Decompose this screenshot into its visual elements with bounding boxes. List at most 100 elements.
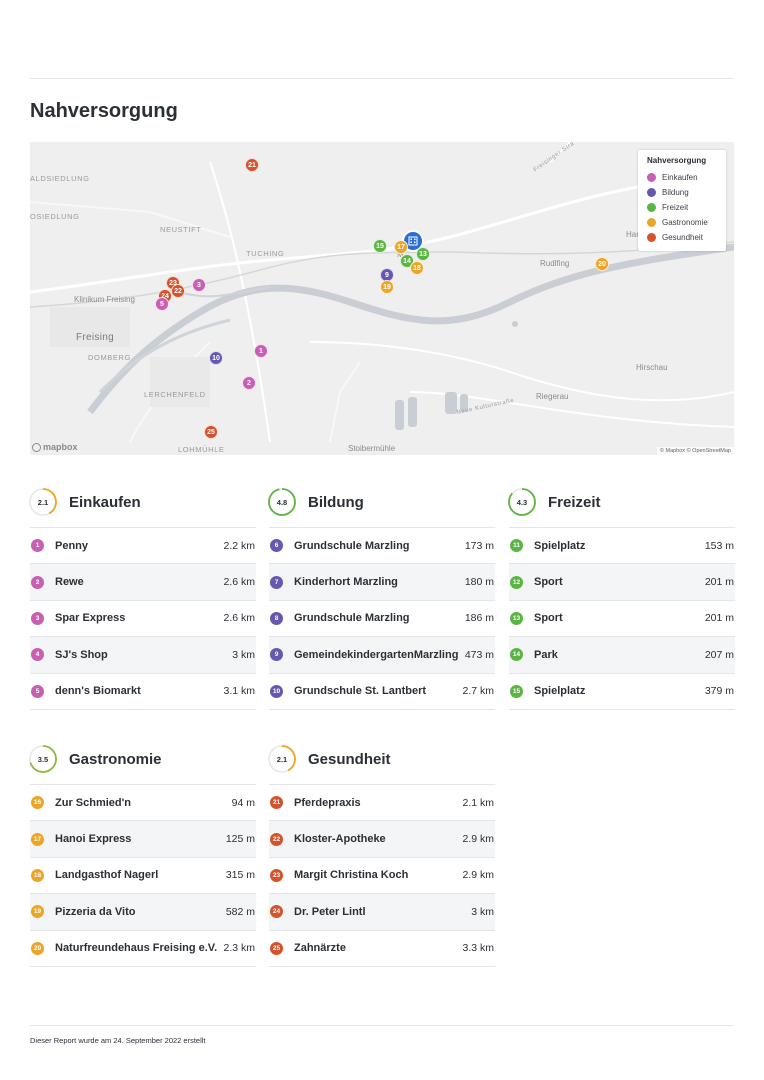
list-item[interactable]: 24 Dr. Peter Lintl 3 km bbox=[269, 894, 495, 931]
list-item[interactable]: 12 Sport 201 m bbox=[509, 564, 735, 601]
map-marker-3[interactable]: 3 bbox=[192, 278, 206, 292]
item-name: Hanoi Express bbox=[55, 833, 132, 846]
item-distance: 2.2 km bbox=[223, 539, 255, 552]
list-item[interactable]: 16 Zur Schmied'n 94 m bbox=[30, 785, 256, 822]
list-item[interactable]: 1 Penny 2.2 km bbox=[30, 528, 256, 565]
item-name: Spielplatz bbox=[534, 685, 586, 698]
list-item[interactable]: 7 Kinderhort Marzling 180 m bbox=[269, 564, 495, 601]
score-value: 4.3 bbox=[516, 497, 528, 507]
map-legend: Nahversorgung Einkaufen Bildung Freizeit… bbox=[638, 150, 726, 251]
legend-item-bildung: Bildung bbox=[647, 185, 717, 200]
map[interactable]: ALDSIEDLUNG OSIEDLUNG NEUSTIFT TUCHING K… bbox=[30, 142, 734, 455]
list-item[interactable]: 4 SJ's Shop 3 km bbox=[30, 637, 256, 674]
shopping-bag-icon bbox=[647, 173, 656, 182]
list-item[interactable]: 3 Spar Express 2.6 km bbox=[30, 601, 256, 638]
map-marker-13[interactable]: 13 bbox=[416, 247, 430, 261]
item-name: Pferdepraxis bbox=[294, 796, 361, 809]
map-marker-21[interactable]: 21 bbox=[245, 158, 259, 172]
legend-title: Nahversorgung bbox=[647, 156, 707, 165]
building-icon bbox=[408, 236, 418, 246]
map-label-har: Har bbox=[626, 230, 639, 239]
category-title: Einkaufen bbox=[69, 493, 141, 511]
mapbox-logo-text: mapbox bbox=[43, 442, 78, 452]
item-number-badge: 11 bbox=[510, 539, 523, 553]
item-distance: 2.6 km bbox=[223, 612, 255, 625]
item-name: Naturfreundehaus Freising e.V. bbox=[55, 942, 218, 955]
item-number-badge: 21 bbox=[270, 796, 283, 810]
item-name: Margit Christina Koch bbox=[294, 869, 409, 882]
category-header: 4.8 Bildung bbox=[268, 485, 495, 519]
legend-label: Bildung bbox=[662, 188, 689, 197]
item-number-badge: 16 bbox=[31, 796, 44, 810]
map-marker-18[interactable]: 18 bbox=[410, 261, 424, 275]
item-distance: 2.1 km bbox=[462, 796, 494, 809]
item-name: Zahnärzte bbox=[294, 942, 346, 955]
item-number-badge: 10 bbox=[270, 684, 283, 698]
item-distance: 201 m bbox=[704, 612, 734, 625]
legend-item-gesundheit: Gesundheit bbox=[647, 230, 717, 245]
bottom-divider bbox=[30, 1025, 734, 1026]
list-item[interactable]: 22 Kloster-Apotheke 2.9 km bbox=[269, 821, 495, 858]
map-marker-1[interactable]: 1 bbox=[254, 344, 268, 358]
item-number-badge: 3 bbox=[31, 611, 44, 625]
item-number-badge: 22 bbox=[270, 832, 283, 846]
list-item[interactable]: 10 Grundschule St. Lantbert 2.7 km bbox=[269, 674, 495, 710]
map-marker-5[interactable]: 5 bbox=[155, 297, 169, 311]
top-divider bbox=[30, 78, 734, 79]
list-item[interactable]: 8 Grundschule Marzling 186 m bbox=[269, 601, 495, 638]
item-distance: 3.3 km bbox=[462, 942, 494, 955]
list-item[interactable]: 14 Park 207 m bbox=[509, 637, 735, 674]
item-number-badge: 1 bbox=[31, 539, 44, 553]
item-number-badge: 2 bbox=[31, 575, 44, 589]
map-attribution[interactable]: © Mapbox © OpenStreetMap bbox=[656, 447, 734, 455]
item-name: Grundschule St. Lantbert bbox=[294, 685, 427, 698]
item-name: Pizzeria da Vito bbox=[55, 905, 136, 918]
item-name: Kinderhort Marzling bbox=[294, 576, 398, 589]
map-marker-10[interactable]: 10 bbox=[209, 351, 223, 365]
score-ring: 2.1 bbox=[268, 745, 296, 773]
list-item[interactable]: 2 Rewe 2.6 km bbox=[30, 564, 256, 601]
score-ring: 2.1 bbox=[29, 488, 57, 516]
list-item[interactable]: 5 denn's Biomarkt 3.1 km bbox=[30, 674, 256, 710]
item-distance: 2.7 km bbox=[462, 685, 494, 698]
item-number-badge: 5 bbox=[31, 684, 44, 698]
map-label-rudlfing: Rudlfing bbox=[540, 259, 570, 268]
list-item[interactable]: 23 Margit Christina Koch 2.9 km bbox=[269, 858, 495, 895]
list-item[interactable]: 11 Spielplatz 153 m bbox=[509, 528, 735, 565]
score-ring-icon bbox=[29, 745, 57, 773]
list-item[interactable]: 15 Spielplatz 379 m bbox=[509, 674, 735, 710]
score-value: 4.8 bbox=[276, 497, 288, 507]
category-title: Gesundheit bbox=[308, 750, 391, 768]
map-marker-2[interactable]: 2 bbox=[242, 376, 256, 390]
list-item[interactable]: 9 GemeindekindergartenMarzling 473 m bbox=[269, 637, 495, 674]
score-ring-icon bbox=[508, 488, 536, 516]
list-item[interactable]: 19 Pizzeria da Vito 582 m bbox=[30, 894, 256, 931]
map-label-tuching: TUCHING bbox=[246, 249, 285, 258]
list-item[interactable]: 6 Grundschule Marzling 173 m bbox=[269, 528, 495, 565]
mapbox-logo[interactable]: mapbox bbox=[32, 442, 78, 452]
list-item[interactable]: 13 Sport 201 m bbox=[509, 601, 735, 638]
map-marker-19[interactable]: 19 bbox=[380, 280, 394, 294]
map-label-neustift: NEUSTIFT bbox=[160, 225, 202, 234]
mapbox-icon bbox=[32, 442, 41, 452]
item-number-badge: 20 bbox=[31, 941, 44, 955]
item-number-badge: 8 bbox=[270, 611, 283, 625]
list-item[interactable]: 17 Hanoi Express 125 m bbox=[30, 821, 256, 858]
map-marker-17[interactable]: 17 bbox=[394, 240, 408, 254]
list-item[interactable]: 21 Pferdepraxis 2.1 km bbox=[269, 785, 495, 822]
score-ring: 4.3 bbox=[508, 488, 536, 516]
map-marker-22[interactable]: 22 bbox=[171, 284, 185, 298]
map-marker-15[interactable]: 15 bbox=[373, 239, 387, 253]
category-header: 2.1 Einkaufen bbox=[29, 485, 256, 519]
map-label-stoibermuehle: Stoibermühle bbox=[348, 444, 396, 453]
item-name: Landgasthof Nagerl bbox=[55, 869, 159, 882]
map-marker-20[interactable]: 20 bbox=[595, 257, 609, 271]
map-marker-25[interactable]: 25 bbox=[204, 425, 218, 439]
item-distance: 2.9 km bbox=[462, 869, 494, 882]
item-number-badge: 9 bbox=[270, 648, 283, 662]
list-item[interactable]: 20 Naturfreundehaus Freising e.V. 2.3 km bbox=[30, 931, 256, 967]
category-einkaufen: 2.1 Einkaufen 1 Penny 2.2 km 2 Rewe 2.6 km 3 Spar… bbox=[29, 485, 256, 710]
list-item[interactable]: 25 Zahnärzte 3.3 km bbox=[269, 931, 495, 967]
list-item[interactable]: 18 Landgasthof Nagerl 315 m bbox=[30, 858, 256, 895]
